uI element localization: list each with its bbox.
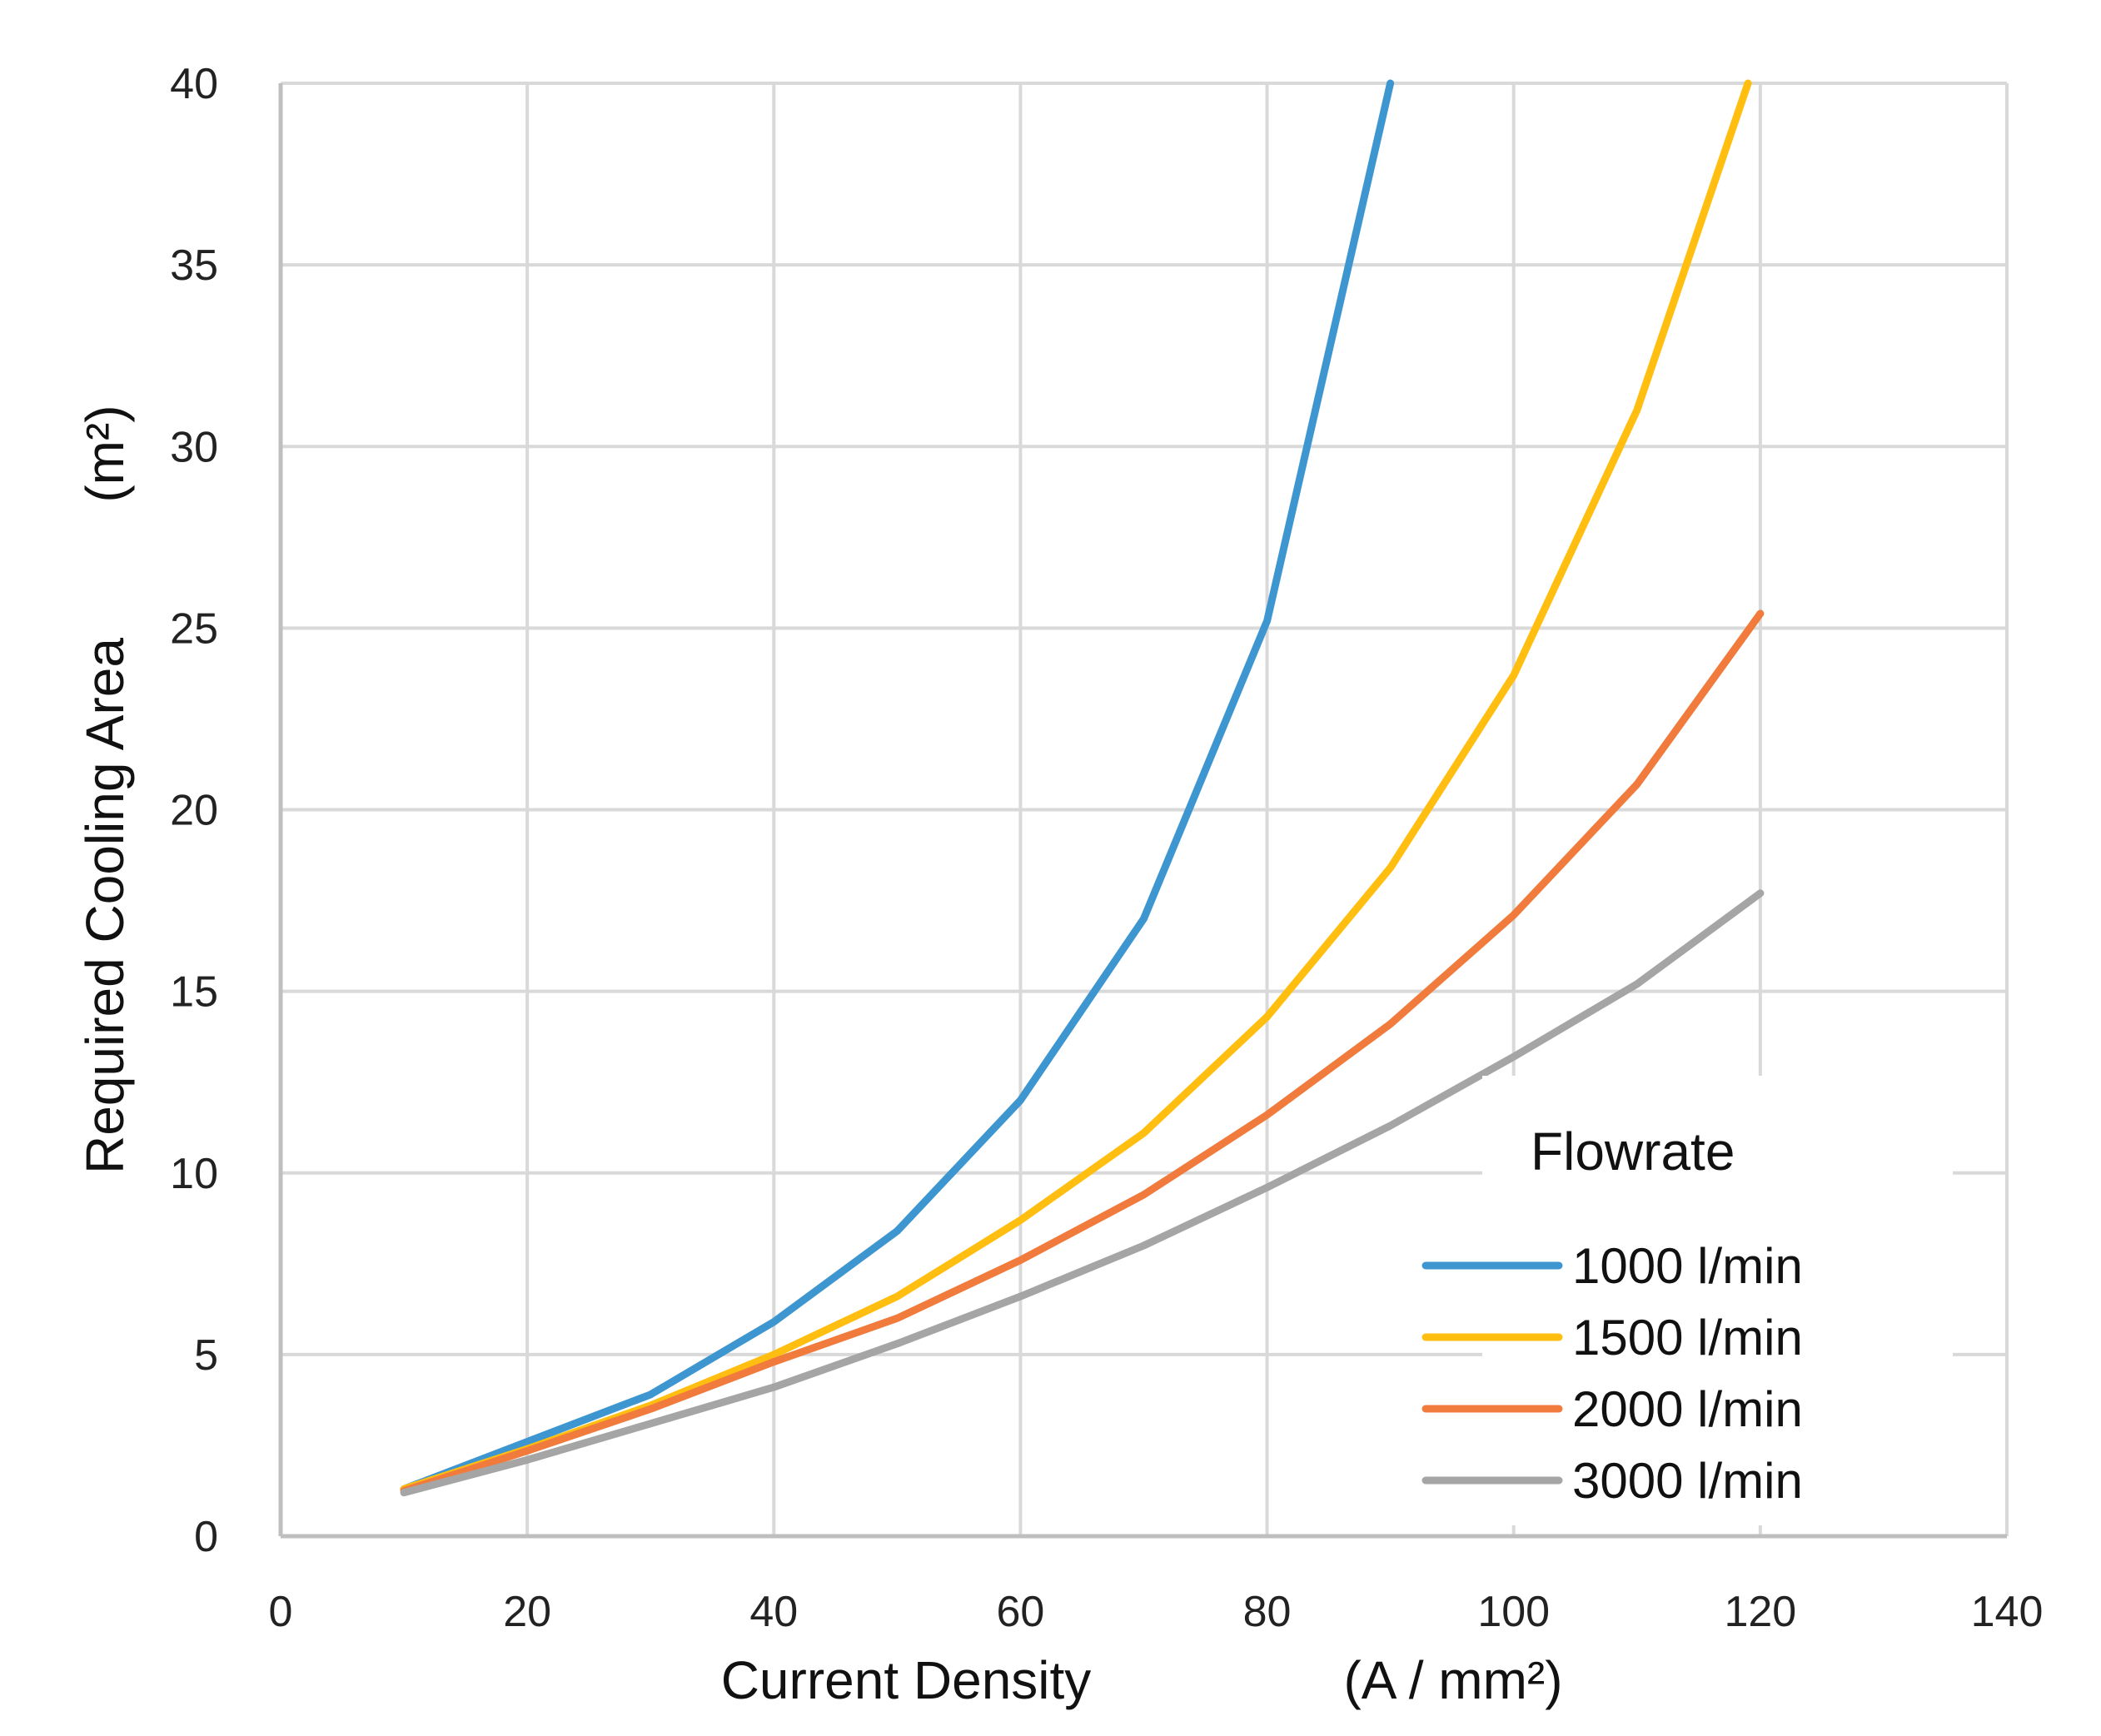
y-tick-label: 40: [170, 60, 218, 108]
legend-title: Flowrate: [1531, 1122, 1735, 1181]
y-tick-label: 30: [170, 423, 218, 471]
x-tick-label: 140: [1971, 1588, 2044, 1636]
y-tick-label: 0: [194, 1513, 218, 1561]
x-tick-label: 60: [997, 1588, 1045, 1636]
tick-labels: 0 20 40 60 80 100 120 140 0 5 10 15 20 25 30 35 40: [170, 60, 2043, 1636]
axes: [278, 83, 2007, 1539]
legend-label: 1500 l/min: [1572, 1310, 1803, 1365]
series-line-2000: [400, 609, 1765, 1495]
x-tick-label: 80: [1243, 1588, 1292, 1636]
legend: Flowrate 1000 l/min 1500 l/min 2000 l/min 3…: [1421, 1076, 1953, 1525]
x-tick-label: 120: [1724, 1588, 1796, 1636]
legend-label: 2000 l/min: [1572, 1381, 1803, 1437]
x-tick-label: 100: [1477, 1588, 1550, 1636]
y-tick-label: 5: [194, 1331, 218, 1380]
x-axis-title: Current Density: [721, 1650, 1092, 1710]
x-tick-label: 40: [749, 1588, 798, 1636]
x-tick-label: 0: [269, 1588, 293, 1636]
y-tick-label: 35: [170, 241, 218, 290]
y-axis-title: Required Cooling Area: [75, 638, 135, 1174]
y-axis-unit: (m²): [75, 405, 135, 502]
series: [400, 79, 1765, 1497]
y-tick-label: 15: [170, 968, 218, 1017]
x-axis-unit: (A / mm²): [1343, 1650, 1562, 1710]
y-tick-label: 25: [170, 604, 218, 653]
legend-label: 3000 l/min: [1572, 1453, 1803, 1509]
y-tick-label: 10: [170, 1150, 218, 1198]
legend-items: 1000 l/min 1500 l/min 2000 l/min 3000 l/min: [1421, 1238, 1803, 1509]
legend-background: [1482, 1076, 1953, 1525]
series-line-1000: [400, 79, 1395, 1493]
legend-label: 1000 l/min: [1572, 1238, 1803, 1294]
series-line-3000: [400, 889, 1765, 1497]
y-tick-label: 20: [170, 787, 218, 835]
x-tick-label: 20: [503, 1588, 551, 1636]
